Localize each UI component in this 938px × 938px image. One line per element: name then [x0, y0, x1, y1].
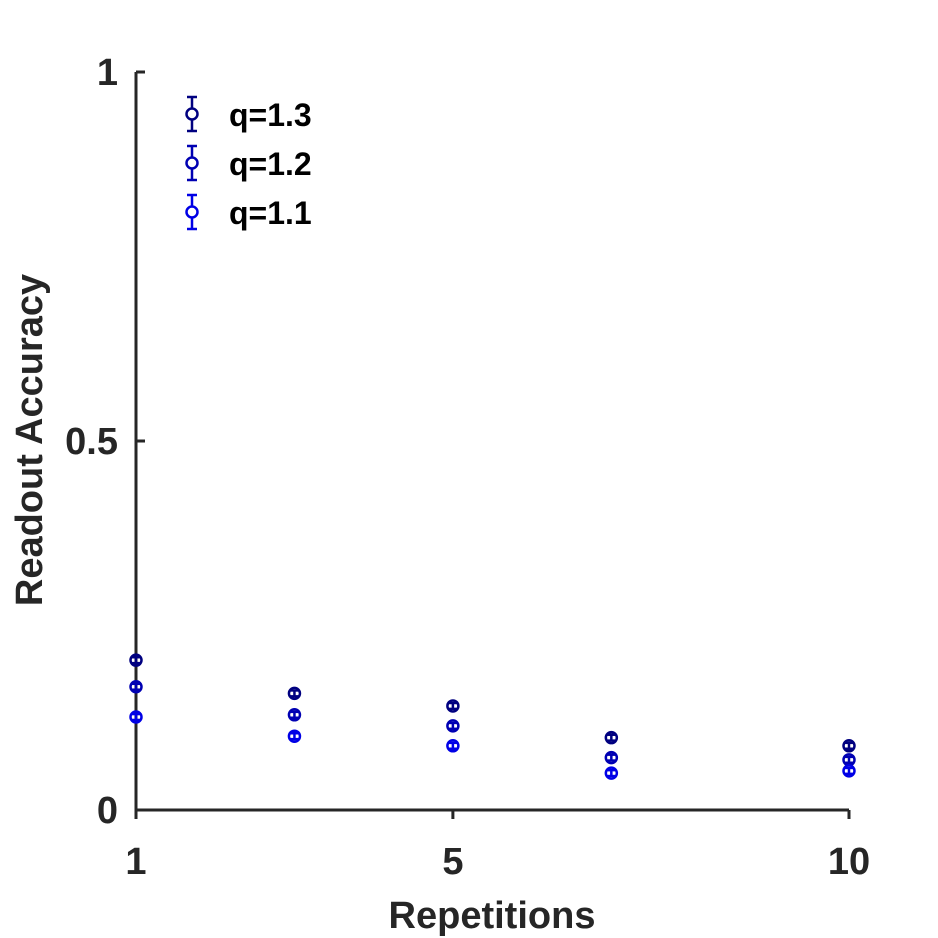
y-tick-label: 0.5 [65, 421, 118, 463]
tick-labels: 1 5 10 0 0.5 1 [65, 52, 870, 883]
axes [134, 72, 849, 812]
data-point [287, 708, 302, 722]
data-marks [129, 653, 856, 780]
legend-marker [185, 156, 199, 170]
legend-item: q=1.3 [185, 95, 312, 133]
legend-item: q=1.1 [185, 193, 312, 231]
data-point [604, 730, 619, 745]
series-q=1.1 [129, 710, 856, 780]
ticks [134, 70, 851, 819]
data-point [604, 750, 619, 765]
data-point [604, 766, 619, 780]
data-point [842, 739, 856, 753]
data-point [446, 739, 460, 753]
legend-label: q=1.1 [229, 195, 312, 231]
data-point [129, 680, 143, 694]
data-point [842, 764, 856, 778]
legend: q=1.3 q=1.2 q=1.1 [185, 95, 312, 231]
data-point [446, 699, 460, 713]
y-tick-label: 1 [97, 52, 118, 94]
y-tick-label: 0 [97, 790, 118, 832]
legend-marker [185, 107, 199, 121]
data-point [287, 686, 302, 701]
data-point [446, 719, 460, 733]
legend-item: q=1.2 [185, 144, 312, 182]
data-point [129, 710, 143, 724]
x-tick-label: 5 [442, 841, 463, 883]
x-tick-label: 10 [828, 841, 870, 883]
series-q=1.3 [129, 653, 856, 753]
series-q=1.2 [129, 680, 856, 767]
x-tick-label: 1 [125, 841, 146, 883]
legend-label: q=1.2 [229, 146, 312, 182]
y-axis-title: Readout Accuracy [9, 274, 51, 606]
x-axis-title: Repetitions [389, 895, 596, 937]
data-point [129, 653, 143, 667]
legend-marker [185, 205, 199, 219]
legend-label: q=1.3 [229, 97, 312, 133]
data-point [287, 729, 302, 743]
